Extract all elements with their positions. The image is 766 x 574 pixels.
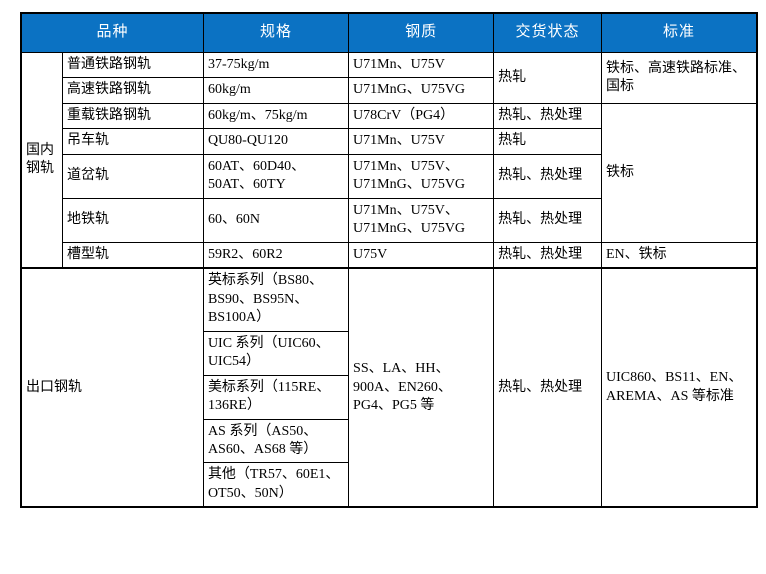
product-name: 重载铁路钢轨 (61, 102, 204, 130)
specification: 美标系列（115RE、136RE） (202, 374, 350, 420)
delivery-state: 热轧、热处理 (493, 197, 602, 243)
table-row: 道岔轨 60AT、60D40、50AT、60TY U71Mn、U75V、U71M… (21, 153, 757, 199)
category-export-rails: 出口钢轨 (20, 267, 204, 508)
table-row: 高速铁路钢轨 60kg/m U71MnG、U75VG (21, 77, 757, 104)
column-header-standard: 标准 (600, 12, 758, 53)
standard: UIC860、BS11、EN、AREMA、AS 等标准 (600, 267, 758, 508)
specification: 60AT、60D40、50AT、60TY (202, 153, 350, 199)
table-row: 美标系列（115RE、136RE） (21, 374, 757, 420)
category-domestic-rails: 国内钢轨 (20, 52, 63, 269)
table-body: 国内钢轨 普通铁路钢轨 37-75kg/m U71Mn、U75V 热轧 铁标、高… (20, 51, 758, 508)
delivery-state: 热轧 (493, 52, 602, 104)
product-name: 道岔轨 (61, 153, 204, 199)
table-row: UIC 系列（UIC60、UIC54） (21, 330, 757, 376)
standard: 铁标、高速铁路标准、国标 (600, 52, 758, 104)
delivery-state: 热轧、热处理 (493, 102, 602, 130)
table-row: 槽型轨 59R2、60R2 U75V 热轧、热处理 EN、铁标 (21, 241, 758, 269)
product-name: 吊车轨 (61, 128, 204, 155)
table-row: 吊车轨 QU80-QU120 U71Mn、U75V 热轧 (21, 128, 757, 155)
column-header-delivery-state: 交货状态 (493, 12, 602, 53)
specification: AS 系列（AS50、AS60、AS68 等） (202, 418, 350, 464)
table-row: 地铁轨 60、60N U71Mn、U75V、U71MnG、U75VG 热轧、热处… (21, 197, 757, 243)
specification: 其他（TR57、60E1、OT50、50N） (202, 462, 350, 508)
steel-grade: SS、LA、HH、900A、EN260、PG4、PG5 等 (348, 267, 495, 508)
column-header-product: 品种 (20, 12, 204, 53)
table-header: 品种 规格 钢质 交货状态 标准 (20, 12, 758, 53)
column-header-specification: 规格 (202, 12, 350, 53)
table-row: 重载铁路钢轨 60kg/m、75kg/m U78CrV（PG4） 热轧、热处理 … (21, 102, 758, 243)
steel-grade: U71Mn、U75V (348, 51, 495, 79)
steel-grade: U75V (348, 241, 495, 269)
steel-grade: U71MnG、U75VG (348, 77, 495, 104)
product-name: 普通铁路钢轨 (61, 51, 204, 79)
specification: UIC 系列（UIC60、UIC54） (202, 330, 350, 376)
steel-grade: U71Mn、U75V、U71MnG、U75VG (348, 153, 495, 199)
specification: 60、60N (202, 197, 350, 243)
specification: 59R2、60R2 (202, 241, 350, 269)
product-name: 高速铁路钢轨 (61, 77, 204, 104)
steel-grade: U78CrV（PG4） (348, 102, 495, 130)
standard: EN、铁标 (600, 241, 758, 269)
specification: 60kg/m、75kg/m (202, 102, 350, 130)
delivery-state: 热轧、热处理 (493, 241, 602, 269)
table-row: 其他（TR57、60E1、OT50、50N） (21, 462, 757, 508)
standard: 铁标 (600, 102, 758, 243)
table-row: 国内钢轨 普通铁路钢轨 37-75kg/m U71Mn、U75V 热轧 铁标、高… (20, 51, 758, 269)
product-name: 地铁轨 (61, 197, 204, 243)
column-header-steel-grade: 钢质 (348, 12, 495, 53)
steel-grade: U71Mn、U75V、U71MnG、U75VG (348, 197, 495, 243)
steel-grade: U71Mn、U75V (348, 128, 495, 155)
specification: 60kg/m (202, 77, 350, 104)
rail-products-table-container: 品种 规格 钢质 交货状态 标准 国内钢轨 普通铁路钢轨 37-75kg/m U… (20, 12, 758, 509)
specification: 英标系列（BS80、BS90、BS95N、BS100A） (202, 267, 350, 332)
delivery-state: 热轧、热处理 (493, 153, 602, 199)
specification: 37-75kg/m (202, 51, 350, 79)
specification: QU80-QU120 (202, 128, 350, 155)
rail-products-table: 品种 规格 钢质 交货状态 标准 国内钢轨 普通铁路钢轨 37-75kg/m U… (20, 12, 758, 509)
table-row: AS 系列（AS50、AS60、AS68 等） (21, 418, 757, 464)
table-header-row: 品种 规格 钢质 交货状态 标准 (20, 12, 758, 53)
product-name: 槽型轨 (61, 241, 204, 269)
table-row: 出口钢轨 英标系列（BS80、BS90、BS95N、BS100A） SS、LA、… (20, 267, 758, 508)
delivery-state: 热轧 (493, 128, 602, 155)
delivery-state: 热轧、热处理 (493, 267, 602, 508)
